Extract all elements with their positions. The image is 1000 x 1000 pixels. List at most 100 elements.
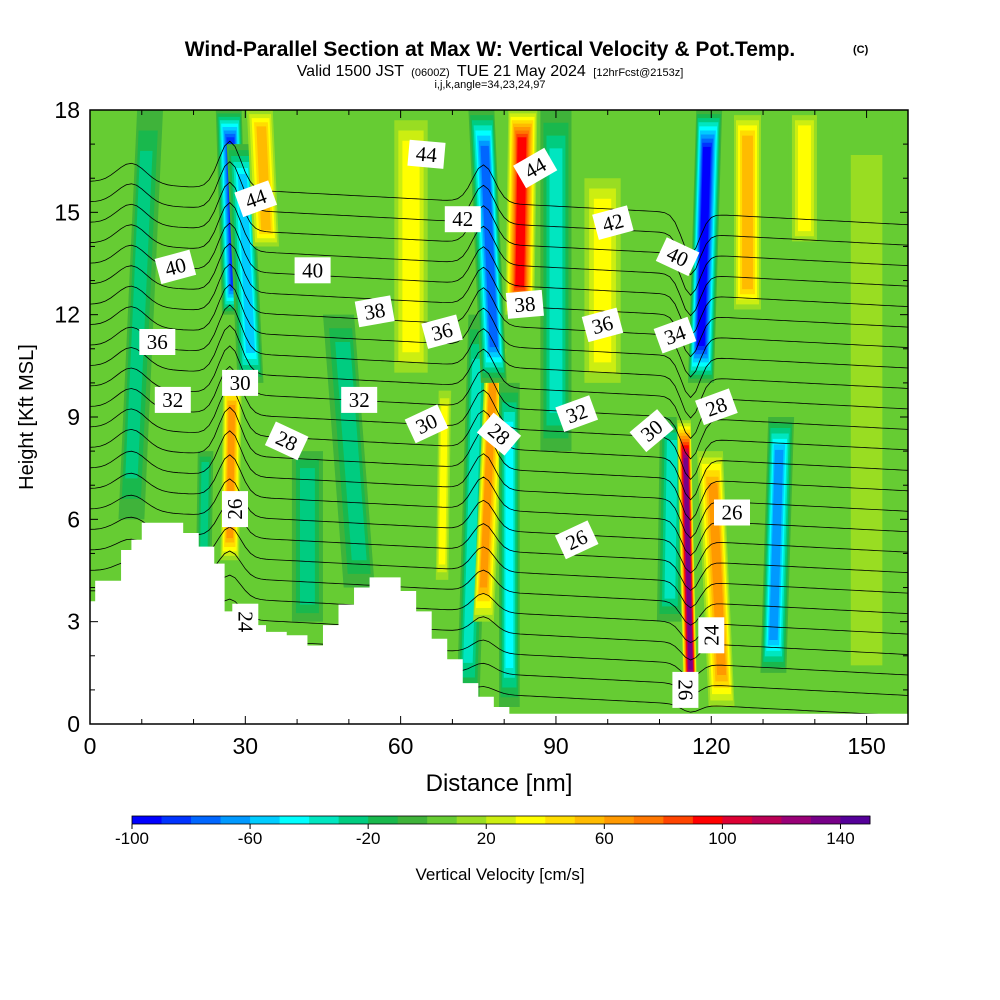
contour-label-box [154,386,191,413]
contour-label-text: 24 [699,624,723,646]
colorbar-tick-label: -20 [356,829,381,848]
colorbar-swatch [486,816,517,824]
theta-contour-line [90,365,908,481]
contour-label-box [139,329,176,355]
contour-label: 28 [264,421,309,461]
velocity-band [788,110,820,247]
theta-contour-line [90,454,908,557]
theta-contour-line [90,598,908,661]
contour-label-text: 26 [223,499,247,520]
velocity-band [220,382,242,561]
colorbar-tick-label: 60 [595,829,614,848]
contour-label: 40 [294,257,331,284]
contour-label: 32 [154,386,191,413]
contour-label-text: 38 [362,298,387,325]
colorbar-swatch [397,816,428,824]
contour-label-box [581,307,624,343]
contour-label-box [698,617,725,654]
contour-label-box [505,289,544,319]
velocity-band-level [480,145,498,348]
theta-contour-line [90,243,908,358]
contour-label-box [341,386,378,413]
contour-label-box [554,520,599,560]
contour-label-box [404,404,449,444]
colorbar-swatch [692,816,723,824]
y-tick-label: 15 [54,199,80,225]
velocity-band-level [505,421,514,669]
terrain-mask [90,522,908,724]
contour-label: 42 [592,205,634,240]
contour-label-box [154,249,197,285]
contour-label: 24 [232,603,259,640]
contour-label: 26 [672,671,699,708]
y-tick-label: 6 [67,506,80,532]
subtitle-forecast: [12hrFcst@2153z] [593,67,683,79]
contour-label-box [444,206,481,233]
contour-label: 34 [653,316,697,354]
y-tick-label: 9 [67,404,80,430]
contour-label-box [555,395,599,432]
colorbar-swatch [840,816,871,824]
x-tick-label: 0 [84,733,97,759]
colorbar-swatch [722,816,753,824]
colorbar-swatch [633,816,664,824]
velocity-band-level [402,140,420,353]
colorbar-tick-label: 140 [826,829,854,848]
contour-label-box [655,237,700,277]
y-tick-label: 3 [67,609,80,635]
theta-contour-line [90,263,908,378]
velocity-band [505,110,538,315]
colorbar-tick-label: 100 [708,829,736,848]
x-tick-label: 90 [543,733,569,759]
theta-contour-line [90,181,908,296]
contour-label: 28 [695,388,738,426]
velocity-band-level [664,440,678,599]
contour-label: 38 [354,295,395,328]
chart-subtitle: Valid 1500 JST (0600Z) TUE 21 May 2024 [… [297,63,684,80]
colorbar-swatch [810,816,841,824]
contour-label-box [354,295,395,328]
contour-label-text: 36 [147,330,168,354]
velocity-band [196,451,214,561]
contour-label-text: 40 [302,258,323,282]
velocity-band [468,110,507,383]
colorbar-swatch [368,816,399,824]
colorbar-swatch [279,816,310,824]
contour-label-box [421,314,463,349]
y-axis-label: Height [Kft MSL] [16,344,38,490]
y-tick-label: 0 [67,711,80,737]
colorbar-swatch [663,816,694,824]
theta-contour-line [90,406,908,521]
contour-label-box [629,409,674,453]
colorbar-ticks: -100 -60 -20 20 60 100 140 [115,824,855,848]
theta-contour-line [90,430,908,539]
theta-contour-line [90,161,908,276]
contour-label-box [592,205,634,240]
velocity-band [731,110,764,315]
colorbar-swatch [574,816,605,824]
velocity-band-level [742,135,753,290]
colorbar-swatch [751,816,782,824]
contour-label: 26 [714,499,750,526]
velocity-band [840,110,893,711]
theta-contour-line [90,140,908,255]
velocity-band-level [697,146,711,347]
y-tick-label: 12 [54,302,80,328]
contour-label: 36 [139,329,176,355]
contour-label: 26 [222,491,248,528]
contour-label-box [653,316,697,354]
contour-label: 36 [581,307,624,343]
contour-label-text: 24 [233,611,257,633]
contour-label-text: 38 [513,292,536,318]
contour-label: 32 [555,395,599,432]
subtitle-utc: (0600Z) [411,67,450,79]
colorbar-swatch [161,816,192,824]
velocity-band-level [237,173,256,354]
contour-label-box [695,388,738,426]
contour-label: 38 [505,289,544,319]
y-tick-label: 18 [54,97,80,123]
velocity-band-level [850,155,883,666]
theta-contour-line [90,550,908,626]
